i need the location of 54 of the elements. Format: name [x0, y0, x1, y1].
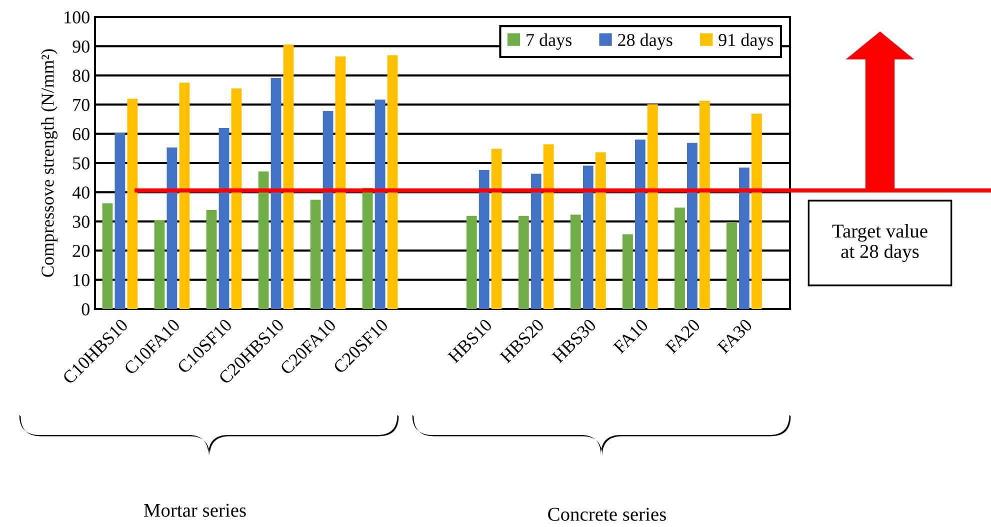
- bar: [270, 78, 282, 309]
- bar: [595, 152, 606, 309]
- bar: [218, 128, 230, 309]
- bar: [647, 104, 658, 309]
- legend-label: 91 days: [718, 33, 774, 50]
- bar: [674, 208, 685, 309]
- y-tick-label: 90: [72, 40, 90, 53]
- bar: [699, 100, 710, 309]
- bar: [726, 222, 737, 309]
- bar: [258, 171, 269, 309]
- y-tick-label: 40: [72, 186, 90, 199]
- y-tick-label: 30: [72, 216, 90, 228]
- y-tick-label: 10: [74, 274, 90, 286]
- bar: [310, 200, 321, 309]
- bar: [231, 88, 242, 309]
- y-tick-label: 60: [72, 128, 90, 140]
- y-tick-label: 80: [72, 70, 90, 82]
- bar: [166, 148, 178, 309]
- y-tick-label: 0: [82, 303, 90, 316]
- bar: [206, 210, 217, 309]
- bar: [518, 216, 529, 309]
- y-axis-title: Compressove strength (N/mm²): [41, 49, 58, 277]
- bar: [114, 132, 126, 309]
- bar: [530, 174, 542, 309]
- bar: [102, 203, 113, 309]
- ref-line-label: Target value at 28 days: [832, 224, 928, 262]
- bar: [154, 220, 165, 309]
- legend-label: 7 days: [526, 33, 572, 50]
- text: Mortar series: [144, 504, 246, 517]
- legend-label: 28 days: [618, 33, 672, 50]
- text: Concrete series: [548, 508, 666, 521]
- bar: [362, 188, 373, 309]
- bar: [335, 56, 346, 309]
- bar: [491, 148, 502, 309]
- bar: [179, 82, 190, 309]
- bar: [543, 144, 554, 309]
- bar: [752, 114, 762, 309]
- bar: [570, 214, 581, 309]
- y-tick-label: 20: [72, 244, 90, 258]
- y-tick-label: 50: [73, 157, 90, 170]
- bar: [322, 111, 334, 309]
- bar: [687, 142, 698, 309]
- y-tick-label: 100: [64, 11, 90, 24]
- bar: [582, 166, 594, 309]
- bar: [634, 140, 646, 309]
- bar: [466, 216, 477, 309]
- bar: [127, 98, 138, 309]
- y-tick-label: 70: [73, 98, 90, 112]
- bar: [739, 168, 750, 309]
- bar: [387, 55, 398, 309]
- bar: [478, 170, 490, 309]
- bar: [374, 100, 386, 309]
- bar: [283, 44, 294, 309]
- bar: [622, 234, 633, 309]
